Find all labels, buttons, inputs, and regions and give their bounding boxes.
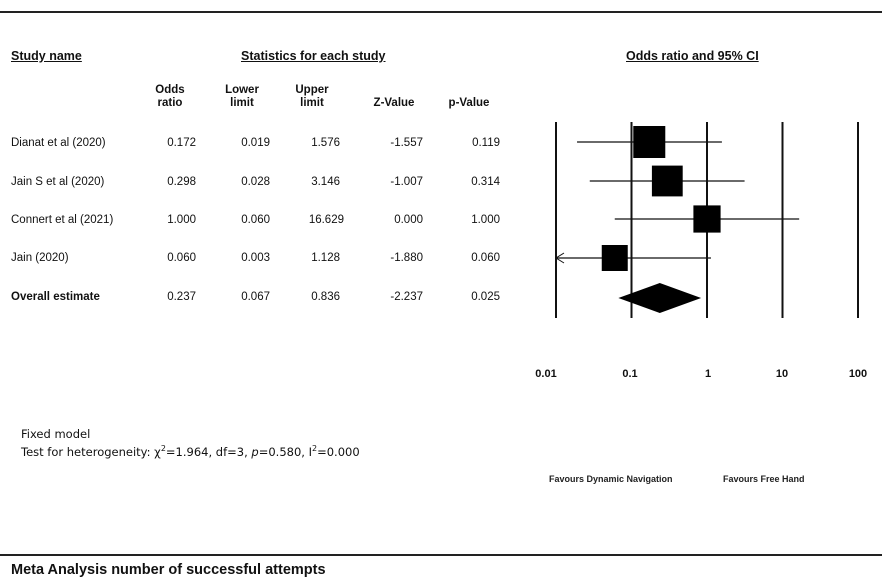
- odds-ratio-value: 0.172: [167, 137, 196, 149]
- df-value: df=3,: [215, 444, 248, 459]
- upper-limit-value: 16.629: [308, 214, 344, 226]
- z-value: -1.880: [390, 252, 423, 264]
- chi-value: =1.964,: [165, 444, 213, 459]
- study-name-header: Study name: [11, 49, 82, 63]
- study-point: [693, 205, 721, 233]
- i-value: =0.000: [317, 444, 360, 459]
- z-value: 0.000: [394, 214, 423, 226]
- col-header-line1: Lower: [225, 84, 259, 96]
- p-label: p: [251, 444, 259, 459]
- col-header-line1: Upper: [295, 84, 329, 96]
- odds-ratio-value: 1.000: [167, 214, 196, 226]
- col-header-line1: Odds: [155, 84, 185, 96]
- z-value: -2.237: [390, 291, 423, 303]
- study-name: Jain (2020): [11, 252, 69, 264]
- chi-exponent: 2: [160, 444, 166, 453]
- favours-left-label: Favours Dynamic Navigation: [549, 474, 673, 484]
- lower-limit-value: 0.028: [241, 176, 270, 188]
- study-name: Dianat et al (2020): [11, 137, 106, 149]
- heterogeneity-note: Test for heterogeneity: χ2=1.964, df=3, …: [21, 442, 360, 459]
- p-value: =0.580,: [258, 444, 305, 459]
- x-tick-label: 1: [704, 368, 712, 380]
- overall-label: Overall estimate: [11, 291, 100, 303]
- p-value: 0.314: [471, 176, 500, 188]
- z-value: -1.007: [390, 176, 423, 188]
- p-value: 0.119: [472, 137, 500, 149]
- col-header-line2: Z-Value: [373, 97, 415, 109]
- p-value: 1.000: [471, 214, 500, 226]
- bottom-title: Meta Analysis number of successful attem…: [11, 562, 326, 578]
- bottom-rule: [0, 554, 882, 556]
- col-header-upper-limit: Upper limit: [290, 84, 334, 110]
- lower-limit-value: 0.067: [241, 291, 270, 303]
- odds-ratio-value: 0.298: [167, 176, 196, 188]
- study-name: Connert et al (2021): [11, 214, 114, 226]
- col-header-z-value: Z-Value: [364, 84, 424, 110]
- study-point: [633, 126, 666, 158]
- x-tick-label: 100: [848, 368, 868, 380]
- odds-ratio-value: 0.060: [167, 252, 196, 264]
- i-exponent: 2: [312, 444, 318, 453]
- lower-limit-value: 0.060: [241, 214, 270, 226]
- x-tick-label: 0.01: [535, 368, 557, 380]
- statistics-header: Statistics for each study: [241, 49, 386, 63]
- upper-limit-value: 1.128: [311, 252, 340, 264]
- odds-ratio-value: 0.237: [167, 291, 196, 303]
- i-symbol: I: [308, 444, 313, 459]
- ci-arrow: [555, 252, 565, 264]
- study-point: [651, 165, 683, 197]
- col-header-line2: ratio: [157, 97, 183, 109]
- col-header-p-value: p-Value: [434, 84, 504, 110]
- col-header-line2: limit: [230, 97, 254, 109]
- lower-limit-value: 0.003: [241, 252, 270, 264]
- study-point: [601, 245, 628, 271]
- chi-symbol: χ: [154, 444, 161, 459]
- model-note: Fixed model: [21, 427, 91, 441]
- top-rule: [0, 11, 882, 13]
- p-value: 0.025: [471, 291, 500, 303]
- upper-limit-value: 3.146: [311, 176, 340, 188]
- col-header-lower-limit: Lower limit: [220, 84, 264, 110]
- x-tick-label: 10: [775, 368, 789, 380]
- lower-limit-value: 0.019: [241, 137, 270, 149]
- x-tick-label: 0.1: [622, 368, 638, 380]
- upper-limit-value: 1.576: [311, 137, 340, 149]
- overall-diamond: [618, 283, 702, 313]
- z-value: -1.557: [390, 137, 423, 149]
- heterogeneity-prefix: Test for heterogeneity:: [21, 444, 151, 459]
- col-header-line2: limit: [300, 97, 324, 109]
- favours-right-label: Favours Free Hand: [723, 474, 805, 484]
- col-header-line2: p-Value: [448, 97, 490, 109]
- col-header-odds-ratio: Odds ratio: [150, 84, 190, 110]
- upper-limit-value: 0.836: [311, 291, 340, 303]
- study-name: Jain S et al (2020): [11, 176, 105, 188]
- p-value: 0.060: [471, 252, 500, 264]
- plot-header: Odds ratio and 95% CI: [626, 49, 759, 63]
